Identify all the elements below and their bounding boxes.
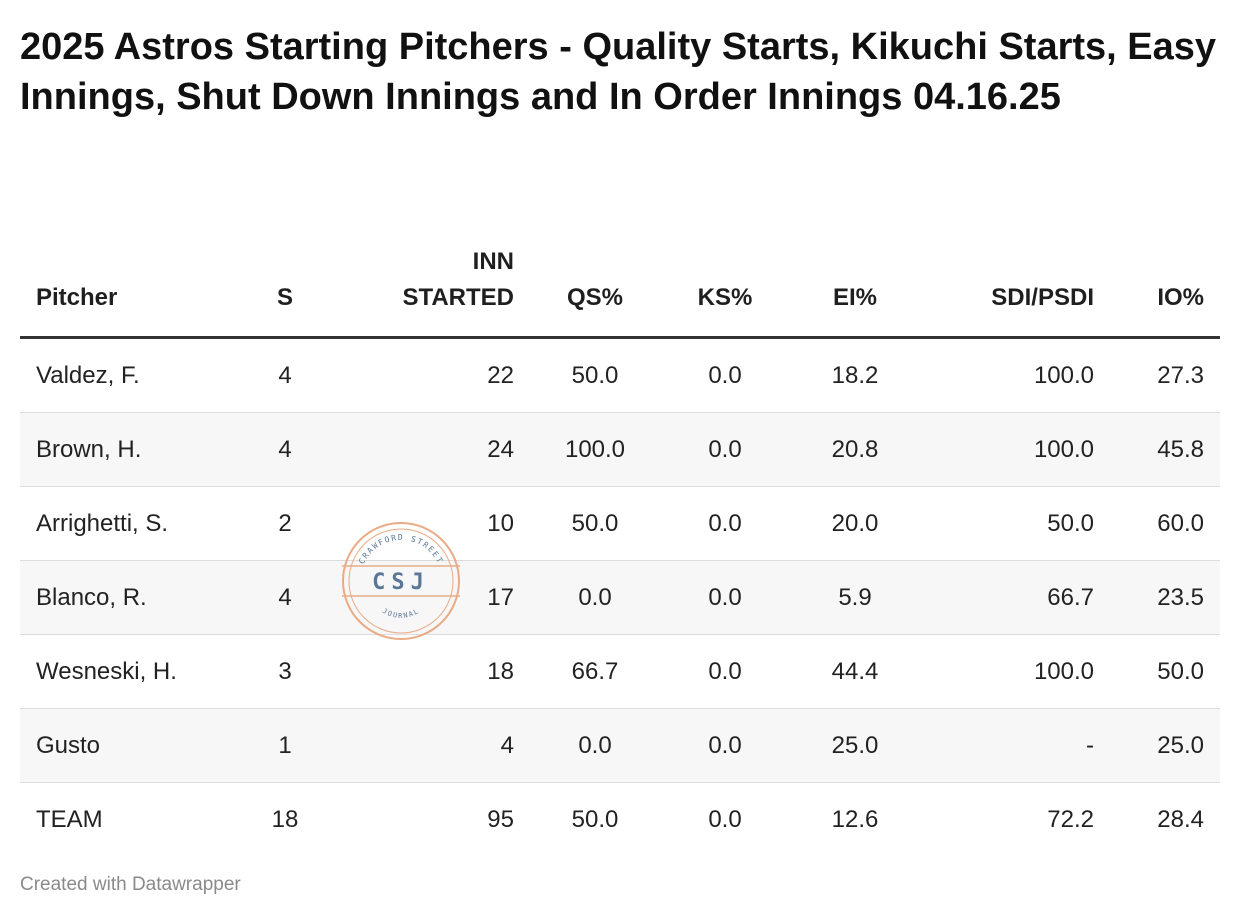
- column-header-io[interactable]: IO%: [1110, 222, 1220, 339]
- cell-ks: 0.0: [660, 486, 790, 561]
- cell-s: 4: [250, 337, 320, 413]
- cell-ks: 0.0: [708, 805, 742, 833]
- cell-ks: 0.0: [660, 634, 790, 709]
- cell-pitcher: Valdez, F.: [20, 337, 250, 413]
- column-header-inn-started-line2: STARTED: [402, 284, 514, 311]
- table-row: Brown, H. 4 24 100.0 0.0 20.8 100.0 45.8: [20, 412, 1220, 487]
- cell-qs: 50.0: [571, 805, 619, 833]
- cell-inn-started: 10: [320, 486, 530, 561]
- cell-ei: 25.0: [790, 708, 920, 783]
- cell-pitcher: Wesneski, H.: [20, 634, 250, 709]
- cell-pitcher: Brown, H.: [20, 412, 250, 487]
- column-header-ks[interactable]: KS%: [660, 222, 790, 339]
- cell-inn-started: 24: [320, 412, 530, 487]
- cell-pitcher: Gusto: [20, 708, 250, 783]
- cell-pitcher: Blanco, R.: [20, 560, 250, 635]
- cell-io: 27.3: [1110, 337, 1220, 413]
- cell-ks: 0.0: [660, 560, 790, 635]
- cell-inn-started: 4: [320, 708, 530, 783]
- column-header-sdi-psdi[interactable]: SDI/PSDI: [920, 222, 1110, 339]
- cell-ei: 5.9: [790, 560, 920, 635]
- table-row: Blanco, R. 4 17 0.0 0.0 5.9 66.7 23.5: [20, 560, 1220, 635]
- cell-inn-started: 95: [487, 805, 514, 833]
- cell-sdi-psdi: -: [920, 708, 1110, 783]
- cell-pitcher: Arrighetti, S.: [20, 486, 250, 561]
- cell-s: 1: [250, 708, 320, 783]
- cell-ks: 0.0: [660, 412, 790, 487]
- cell-s: 18: [271, 805, 299, 833]
- chart-title: 2025 Astros Starting Pitchers - Quality …: [20, 26, 1217, 118]
- cell-ei: 20.8: [790, 412, 920, 487]
- cell-io: 45.8: [1110, 412, 1220, 487]
- cell-ei: 20.0: [790, 486, 920, 561]
- cell-sdi-psdi: 66.7: [920, 560, 1110, 635]
- data-table: Pitcher S INN STARTED QS% KS% EI% SDI/PS…: [20, 222, 1220, 856]
- cell-qs: 66.7: [530, 634, 660, 709]
- cell-sdi-psdi: 100.0: [920, 412, 1110, 487]
- table-body: Valdez, F. 4 22 50.0 0.0 18.2 100.0 27.3 Brown, …: [20, 337, 1220, 857]
- cell-qs: 50.0: [530, 337, 660, 413]
- cell-ei: 44.4: [790, 634, 920, 709]
- column-header-s[interactable]: S: [250, 222, 320, 339]
- table-row: TEAM 18 95 50.0 0.0 12.6 72.2 28.4: [20, 783, 1220, 857]
- cell-pitcher: TEAM: [36, 805, 103, 833]
- column-header-qs[interactable]: QS%: [530, 222, 660, 339]
- cell-sdi-psdi: 50.0: [920, 486, 1110, 561]
- table-row: Gusto 1 4 0.0 0.0 25.0-25.0: [20, 708, 1220, 783]
- cell-ks: 0.0: [660, 708, 790, 783]
- cell-io: 25.0: [1110, 708, 1220, 783]
- cell-s: 4: [250, 560, 320, 635]
- cell-s: 3: [250, 634, 320, 709]
- cell-qs: 100.0: [530, 412, 660, 487]
- cell-sdi-psdi: 72.2: [1047, 805, 1094, 833]
- cell-sdi-psdi: 100.0: [920, 337, 1110, 413]
- cell-s: 2: [250, 486, 320, 561]
- cell-inn-started: 22: [320, 337, 530, 413]
- column-header-ei[interactable]: EI%: [790, 222, 920, 339]
- cell-ei: 18.2: [790, 337, 920, 413]
- table-row: Valdez, F. 4 22 50.0 0.0 18.2 100.0 27.3: [20, 337, 1220, 413]
- table-row: Wesneski, H. 3 18 66.7 0.0 44.4 100.0 50.0: [20, 634, 1220, 709]
- cell-inn-started: 18: [320, 634, 530, 709]
- cell-io: 60.0: [1110, 486, 1220, 561]
- cell-inn-started: 17: [320, 560, 530, 635]
- cell-io: 23.5: [1110, 560, 1220, 635]
- column-header-inn-started-line1: INN: [472, 248, 514, 275]
- column-header-inn-started[interactable]: INN STARTED: [320, 222, 530, 339]
- footer-credit[interactable]: Created with Datawrapper: [20, 874, 241, 895]
- cell-qs: 50.0: [530, 486, 660, 561]
- table-row: Arrighetti, S. 2 10 50.0 0.0 20.0 50.0 60.0: [20, 486, 1220, 561]
- cell-ks: 0.0: [660, 337, 790, 413]
- cell-qs: 0.0: [530, 708, 660, 783]
- cell-qs: 0.0: [530, 560, 660, 635]
- cell-io: 28.4: [1157, 805, 1204, 833]
- cell-io: 50.0: [1110, 634, 1220, 709]
- cell-sdi-psdi: 100.0: [920, 634, 1110, 709]
- column-header-pitcher[interactable]: Pitcher: [20, 222, 250, 339]
- header-row: Pitcher S INN STARTED QS% KS% EI% SDI/PS…: [20, 222, 1220, 339]
- cell-s: 4: [250, 412, 320, 487]
- cell-ei: 12.6: [831, 805, 879, 833]
